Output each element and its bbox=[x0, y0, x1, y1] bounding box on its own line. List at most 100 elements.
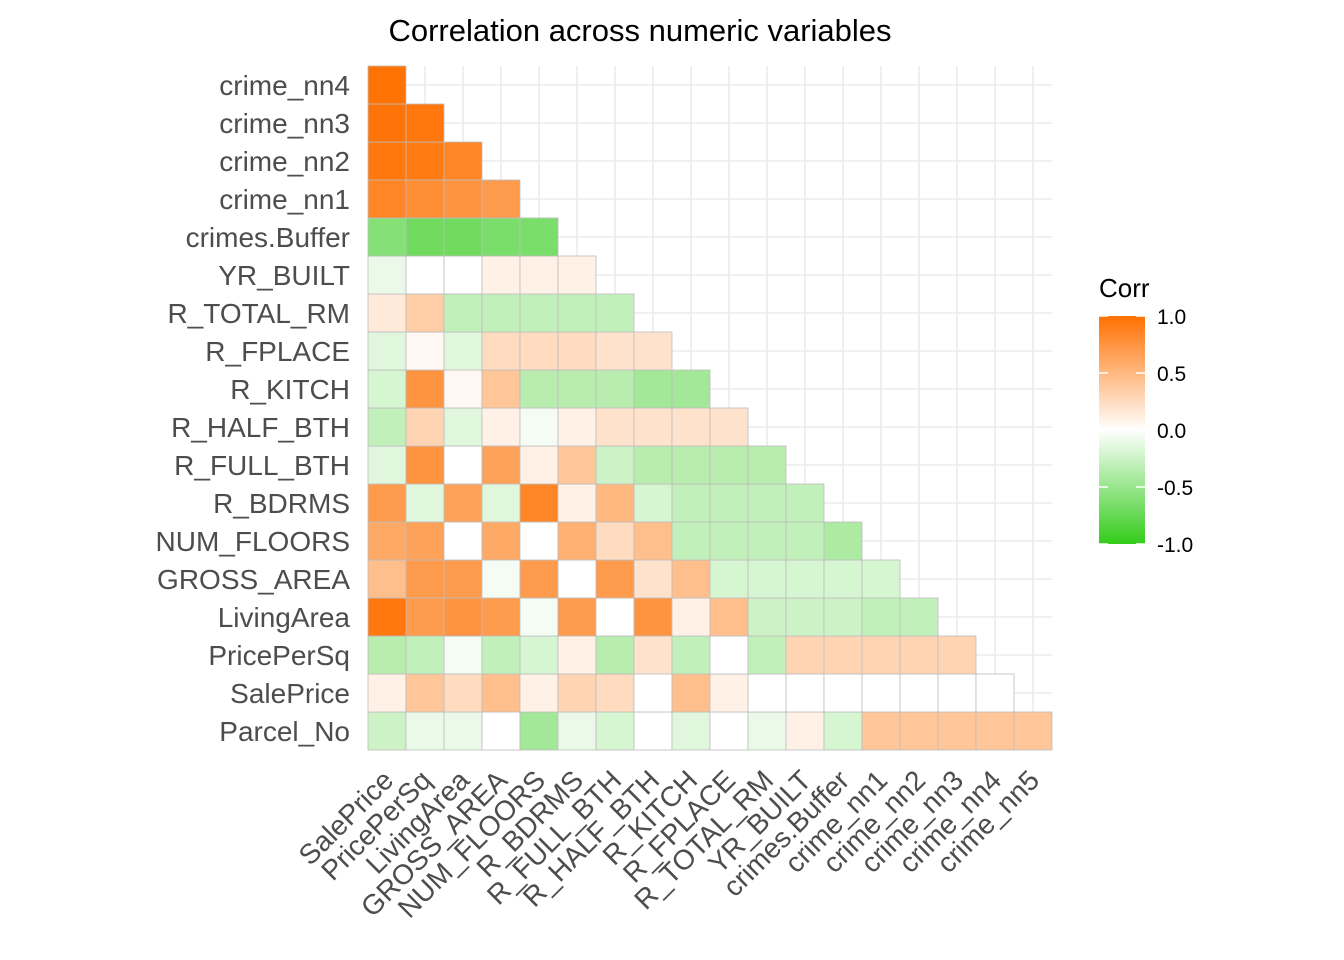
y-tick-label: R_KITCH bbox=[230, 374, 350, 405]
heatmap-cell bbox=[595, 597, 635, 637]
heatmap-cell bbox=[481, 559, 521, 599]
heatmap-cell bbox=[785, 521, 825, 561]
heatmap-cell bbox=[861, 711, 901, 751]
heatmap-cell bbox=[595, 711, 635, 751]
heatmap-cell bbox=[937, 711, 977, 751]
heatmap-cell bbox=[405, 217, 445, 257]
heatmap-cell bbox=[481, 635, 521, 675]
x-axis-labels: SalePricePricePerSqLivingAreaGROSS_AREAN… bbox=[293, 764, 1046, 924]
heatmap-cell bbox=[519, 635, 559, 675]
heatmap-cell bbox=[671, 369, 711, 409]
heatmap-cell bbox=[405, 445, 445, 485]
heatmap-cell bbox=[709, 559, 749, 599]
heatmap-cell bbox=[519, 217, 559, 257]
heatmap-cell bbox=[595, 483, 635, 523]
heatmap-cell bbox=[405, 711, 445, 751]
heatmap-cell bbox=[367, 65, 407, 105]
heatmap-cell bbox=[557, 331, 597, 371]
heatmap-cell bbox=[937, 673, 977, 713]
legend-tick-label: -1.0 bbox=[1157, 534, 1193, 557]
heatmap-cell bbox=[595, 559, 635, 599]
heatmap-cell bbox=[633, 369, 673, 409]
heatmap-cell bbox=[367, 293, 407, 333]
heatmap-cell bbox=[747, 445, 787, 485]
heatmap-cell bbox=[1013, 711, 1053, 751]
heatmap-cell bbox=[367, 141, 407, 181]
y-tick-label: GROSS_AREA bbox=[157, 564, 350, 595]
heatmap-cell bbox=[557, 445, 597, 485]
heatmap-cell bbox=[899, 597, 939, 637]
heatmap-cell bbox=[405, 141, 445, 181]
heatmap-cell bbox=[595, 331, 635, 371]
heatmap-cell bbox=[595, 635, 635, 675]
heatmap-cell bbox=[557, 369, 597, 409]
heatmap-cell bbox=[443, 673, 483, 713]
heatmap-cell bbox=[405, 521, 445, 561]
heatmap-cell bbox=[405, 559, 445, 599]
heatmap-cell bbox=[367, 483, 407, 523]
heatmap-cell bbox=[671, 407, 711, 447]
heatmap-cell bbox=[785, 559, 825, 599]
heatmap-cell bbox=[557, 255, 597, 295]
heatmap-cell bbox=[367, 635, 407, 675]
y-tick-label: crime_nn2 bbox=[219, 146, 350, 177]
heatmap-cell bbox=[443, 445, 483, 485]
heatmap-cell bbox=[975, 673, 1015, 713]
heatmap-cell bbox=[519, 597, 559, 637]
heatmap-cell bbox=[633, 331, 673, 371]
heatmap-cell bbox=[785, 673, 825, 713]
heatmap-cell bbox=[785, 711, 825, 751]
heatmap-cell bbox=[633, 445, 673, 485]
heatmap-cell bbox=[519, 711, 559, 751]
heatmap-cell bbox=[481, 521, 521, 561]
heatmap-cell bbox=[443, 179, 483, 219]
heatmap-cell bbox=[595, 407, 635, 447]
heatmap-cell bbox=[671, 673, 711, 713]
legend-tick-label: 0.5 bbox=[1157, 363, 1186, 386]
heatmap-cell bbox=[367, 217, 407, 257]
heatmap-cell bbox=[443, 141, 483, 181]
heatmap-cell bbox=[633, 521, 673, 561]
heatmap-cell bbox=[519, 483, 559, 523]
chart-title: Correlation across numeric variables bbox=[388, 13, 891, 48]
heatmap-cell bbox=[405, 255, 445, 295]
heatmap-cell bbox=[481, 293, 521, 333]
legend-tick-label: 1.0 bbox=[1157, 306, 1186, 329]
heatmap-cell bbox=[367, 407, 407, 447]
y-tick-label: SalePrice bbox=[230, 678, 350, 709]
heatmap-cell bbox=[367, 673, 407, 713]
heatmap-cell bbox=[595, 673, 635, 713]
heatmap-cell bbox=[405, 483, 445, 523]
heatmap-cell bbox=[633, 407, 673, 447]
y-tick-label: R_BDRMS bbox=[213, 488, 350, 519]
heatmap-cell bbox=[367, 369, 407, 409]
y-axis-labels: Parcel_No SalePrice PricePerSq LivingArea GR… bbox=[156, 70, 351, 747]
heatmap-cell bbox=[519, 673, 559, 713]
heatmap-cell bbox=[519, 293, 559, 333]
heatmap-cell bbox=[785, 635, 825, 675]
heatmap-cell bbox=[557, 673, 597, 713]
heatmap-cell bbox=[367, 103, 407, 143]
heatmap-cell bbox=[747, 635, 787, 675]
heatmap-cell bbox=[595, 369, 635, 409]
heatmap-cell bbox=[405, 407, 445, 447]
heatmap-cell bbox=[823, 597, 863, 637]
heatmap-cell bbox=[899, 711, 939, 751]
heatmap-cell bbox=[481, 179, 521, 219]
heatmap-cell bbox=[823, 673, 863, 713]
heatmap-cell bbox=[481, 711, 521, 751]
heatmap-cell bbox=[785, 597, 825, 637]
heatmap-cell bbox=[443, 597, 483, 637]
legend-tick-label: 0.0 bbox=[1157, 420, 1186, 443]
heatmap-cell bbox=[481, 483, 521, 523]
heatmap-cell bbox=[443, 407, 483, 447]
heatmap-cell bbox=[861, 559, 901, 599]
legend-title: Corr bbox=[1099, 273, 1150, 303]
heatmap-cell bbox=[823, 635, 863, 675]
heatmap-cell bbox=[671, 597, 711, 637]
heatmap-cell bbox=[823, 711, 863, 751]
heatmap-cell bbox=[519, 331, 559, 371]
heatmap-cell bbox=[671, 711, 711, 751]
heatmap-cell bbox=[481, 255, 521, 295]
